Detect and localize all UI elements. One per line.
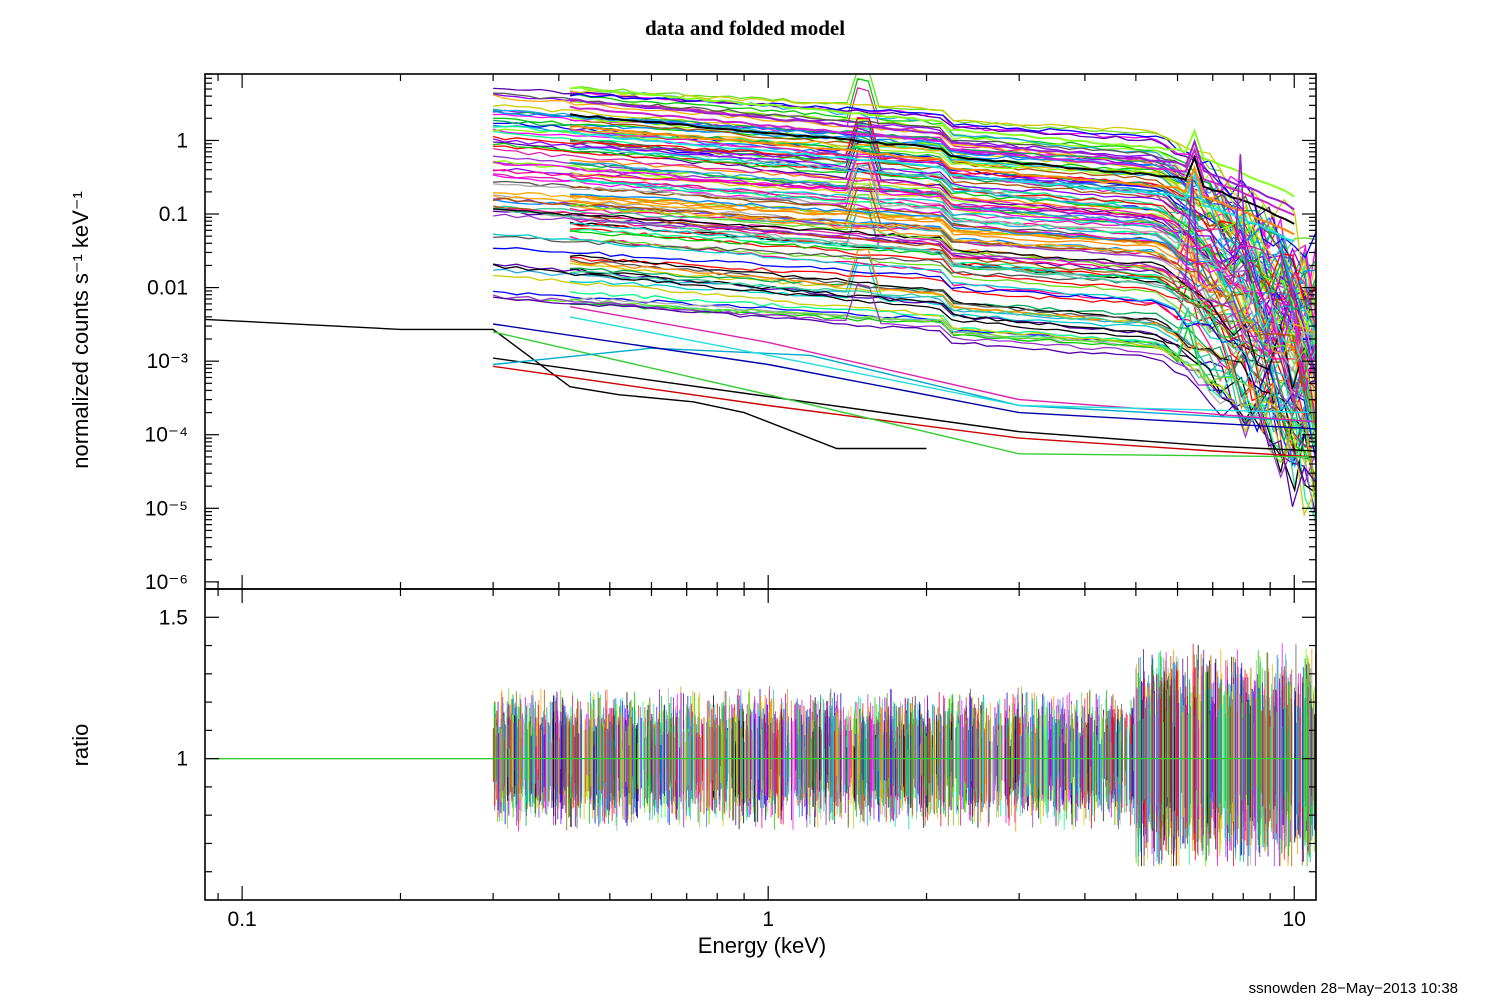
model-spectrum-line: [493, 296, 1316, 507]
y-tick-label: 10⁻⁴: [145, 424, 188, 447]
model-spectrum-line: [493, 235, 1316, 465]
model-spectrum-line: [492, 153, 1316, 391]
y-tick-label: 10⁻³: [147, 350, 188, 373]
data-series-6: [569, 306, 1316, 423]
model-spectrum-line: [493, 169, 1316, 375]
emission-line-peak: [1184, 178, 1200, 282]
data-series-3: [492, 331, 1316, 458]
model-spectrum-line: [569, 256, 1316, 454]
model-spectrum-line: [569, 257, 1316, 449]
model-spectrum-line: [569, 291, 1316, 520]
y-tick-label: 10⁻⁶: [145, 571, 188, 594]
y-tick-label: 1.5: [159, 606, 188, 629]
data-series-5: [492, 323, 1316, 430]
data-series-0: [205, 318, 927, 450]
top-plot-area: [205, 74, 1316, 528]
y-tick-label: 1: [176, 748, 188, 771]
model-spectrum-line: [569, 164, 1316, 423]
data-series-4: [493, 347, 1316, 423]
model-spectrum-line: [493, 208, 1316, 389]
model-spectrum-line: [569, 113, 1295, 225]
model-spectrum-line: [492, 205, 1316, 390]
data-series-7: [569, 316, 1316, 414]
model-spectrum-line: [493, 274, 1316, 517]
model-spectrum-line: [493, 197, 1316, 399]
model-spectrum-line: [569, 271, 1316, 449]
model-spectrum-line: [493, 247, 1316, 461]
model-spectrum-line: [569, 195, 1316, 353]
model-spectrum-line: [569, 105, 1295, 217]
chart-title: data and folded model: [645, 16, 845, 40]
model-spectrum-line: [569, 248, 1316, 496]
model-spectrum-line: [493, 160, 1316, 349]
model-spectrum-line: [493, 134, 1316, 381]
model-spectrum-line: [569, 162, 1316, 373]
model-spectrum-line: [493, 126, 1316, 377]
bottom-plot-area: [205, 643, 1316, 867]
model-spectrum-line: [569, 86, 1295, 198]
model-spectrum-line: [493, 207, 1316, 454]
top-y-axis-label: normalized counts s⁻¹ keV⁻¹: [68, 191, 93, 469]
y-tick-label: 1: [176, 129, 188, 152]
model-spectrum-line: [493, 128, 1316, 338]
model-spectrum-line: [569, 144, 1316, 357]
bottom-y-axis-label: ratio: [68, 724, 93, 767]
x-tick-label: 10: [1283, 908, 1306, 931]
y-tick-label: 0.1: [159, 203, 188, 226]
top-panel: 1 0.1 0.01 10⁻³ 10⁻⁴ 10⁻⁵ 10⁻⁶: [145, 73, 1317, 594]
bottom-frame: [204, 588, 1317, 901]
data-series-2: [493, 357, 1316, 452]
model-spectrum-line: [492, 94, 1316, 311]
model-spectrum-line: [569, 193, 1316, 390]
model-spectrum-line: [493, 296, 1316, 511]
y-tick-label: 10⁻⁵: [145, 497, 188, 520]
footer-stamp: ssnowden 28−May−2013 10:38: [1249, 980, 1458, 997]
model-spectrum-line: [569, 194, 1316, 451]
model-spectrum-line: [493, 87, 1316, 299]
x-tick-label: 0.1: [228, 908, 257, 931]
model-spectrum-line: [492, 283, 1316, 487]
model-spectrum-line: [569, 143, 1316, 317]
model-spectrum-line: [569, 204, 1316, 356]
emission-line-peak: [1232, 154, 1248, 282]
model-spectrum-line: [492, 117, 1316, 303]
model-spectrum-line: [569, 125, 1295, 236]
model-spectrum-line: [569, 268, 1316, 493]
model-spectrum-line: [493, 233, 1316, 444]
model-spectrum-line: [569, 131, 1295, 243]
x-tick-label: 1: [762, 908, 774, 931]
model-spectrum-line: [492, 127, 1316, 380]
model-spectrum-line: [493, 164, 1316, 372]
model-spectrum-line: [493, 213, 1316, 411]
data-series-1: [493, 365, 1316, 458]
model-spectrum-line: [569, 149, 1316, 374]
model-spectrum-line: [569, 98, 1295, 211]
x-axis-label: Energy (keV): [698, 933, 826, 958]
model-spectrum-line: [569, 297, 1316, 528]
model-spectrum-line: [569, 230, 1316, 432]
y-tick-label: 0.01: [147, 277, 188, 300]
bottom-panel: 0.1 1 10 1.5 1: [159, 588, 1317, 931]
model-spectrum-line: [569, 207, 1316, 431]
model-spectrum-line: [492, 147, 1316, 376]
